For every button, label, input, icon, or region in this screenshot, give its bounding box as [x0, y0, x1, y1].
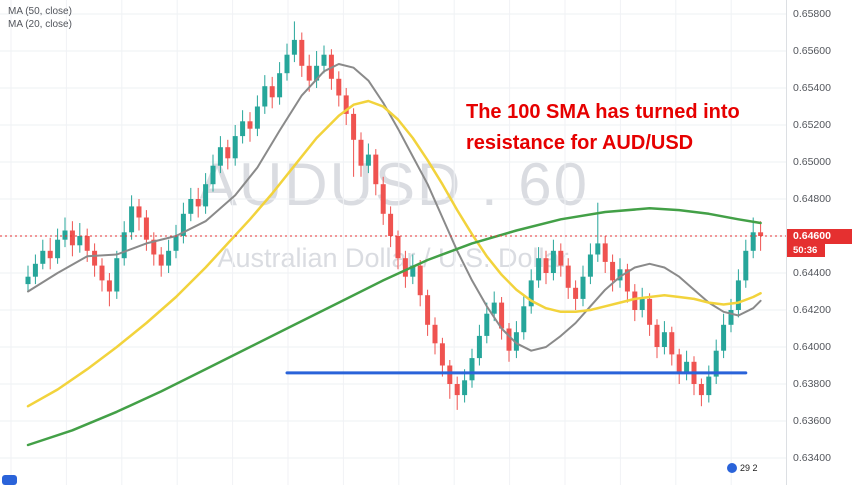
bottom-right-badge[interactable]: 29 2	[727, 463, 758, 473]
sma-100-line	[26, 207, 762, 447]
indicator-legend: MA (50, close) MA (20, close)	[8, 5, 72, 31]
countdown-badge: 50:36	[787, 244, 825, 257]
price-tick: 0.64200	[793, 304, 831, 316]
sma-50-line	[26, 99, 762, 408]
price-tick: 0.65600	[793, 45, 831, 57]
price-tick: 0.65400	[793, 82, 831, 94]
price-tick: 0.63600	[793, 415, 831, 427]
price-axis[interactable]: 0.64600 50:36 0.65800 0.65600 0.65400 0.652…	[786, 0, 852, 485]
annotation-text: The 100 SMA has turned into resistance f…	[466, 97, 740, 159]
sma-20-line	[27, 63, 762, 352]
bottom-right-badge-text: 29 2	[740, 463, 758, 473]
legend-ma20[interactable]: MA (20, close)	[8, 19, 72, 30]
bottom-left-logo-icon[interactable]	[2, 475, 17, 485]
price-tick: 0.64400	[793, 267, 831, 279]
annotation-line-2: resistance for AUD/USD	[466, 132, 694, 154]
legend-ma50[interactable]: MA (50, close)	[8, 6, 72, 17]
price-tick: 0.65000	[793, 156, 831, 168]
price-tick: 0.63400	[793, 452, 831, 464]
price-tick: 0.64000	[793, 341, 831, 353]
price-tick: 0.65800	[793, 8, 831, 20]
chart-canvas[interactable]	[0, 0, 786, 485]
price-tick: 0.63800	[793, 378, 831, 390]
price-badge: 0.64600	[787, 228, 852, 244]
annotation-line-1: The 100 SMA has turned into	[466, 101, 740, 123]
price-tick: 0.65200	[793, 119, 831, 131]
bottom-right-badge-icon	[727, 463, 737, 473]
price-tick: 0.64800	[793, 193, 831, 205]
